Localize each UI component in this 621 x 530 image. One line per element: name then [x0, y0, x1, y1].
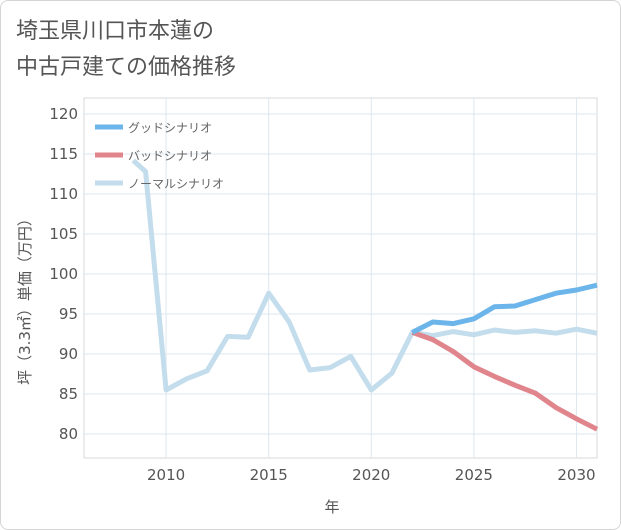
y-tick-label: 90	[59, 345, 78, 363]
legend-label: ノーマルシナリオ	[128, 177, 224, 191]
series-line	[411, 330, 599, 432]
x-tick-label: 2020	[352, 466, 390, 484]
y-tick-label: 115	[49, 145, 78, 163]
x-tick-label: 2010	[147, 466, 185, 484]
x-tick-label: 2030	[557, 466, 595, 484]
y-tick-label: 80	[59, 425, 78, 443]
y-tick-label: 95	[59, 305, 78, 323]
legend-label: グッドシナリオ	[128, 121, 212, 135]
x-tick-label: 2015	[250, 466, 288, 484]
series-line	[411, 282, 598, 335]
y-tick-label: 105	[49, 225, 78, 243]
y-tick-label: 110	[49, 185, 78, 203]
plot-area	[83, 97, 598, 459]
y-tick-label: 100	[49, 265, 78, 283]
legend-label: バッドシナリオ	[128, 149, 212, 163]
chart-title-line-1: 埼玉県川口市本蓮の	[16, 19, 215, 44]
x-tick-label: 2025	[455, 466, 493, 484]
y-tick-label: 120	[49, 105, 78, 123]
y-axis-label: 坪（3.3㎡）単価（万円）	[16, 211, 34, 385]
chart-title: 埼玉県川口市本蓮の 中古戸建ての価格推移	[16, 14, 236, 86]
x-axis-label: 年	[324, 498, 339, 516]
y-tick-label: 85	[59, 385, 78, 403]
series-line	[131, 158, 598, 393]
chart-title-line-2: 中古戸建ての価格推移	[16, 55, 237, 80]
